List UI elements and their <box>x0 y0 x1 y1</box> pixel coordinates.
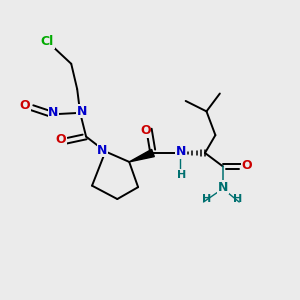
Text: O: O <box>56 133 66 146</box>
Text: H: H <box>202 194 211 204</box>
Text: N: N <box>176 145 186 158</box>
Text: H: H <box>233 194 242 204</box>
Text: O: O <box>242 159 252 172</box>
Text: N: N <box>48 106 59 119</box>
Text: N: N <box>76 105 87 118</box>
Text: Cl: Cl <box>41 35 54 48</box>
Text: N: N <box>97 143 108 157</box>
Polygon shape <box>129 149 154 162</box>
Text: N: N <box>218 181 228 194</box>
Text: O: O <box>20 99 31 112</box>
Text: O: O <box>140 124 151 137</box>
Text: H: H <box>177 170 186 180</box>
